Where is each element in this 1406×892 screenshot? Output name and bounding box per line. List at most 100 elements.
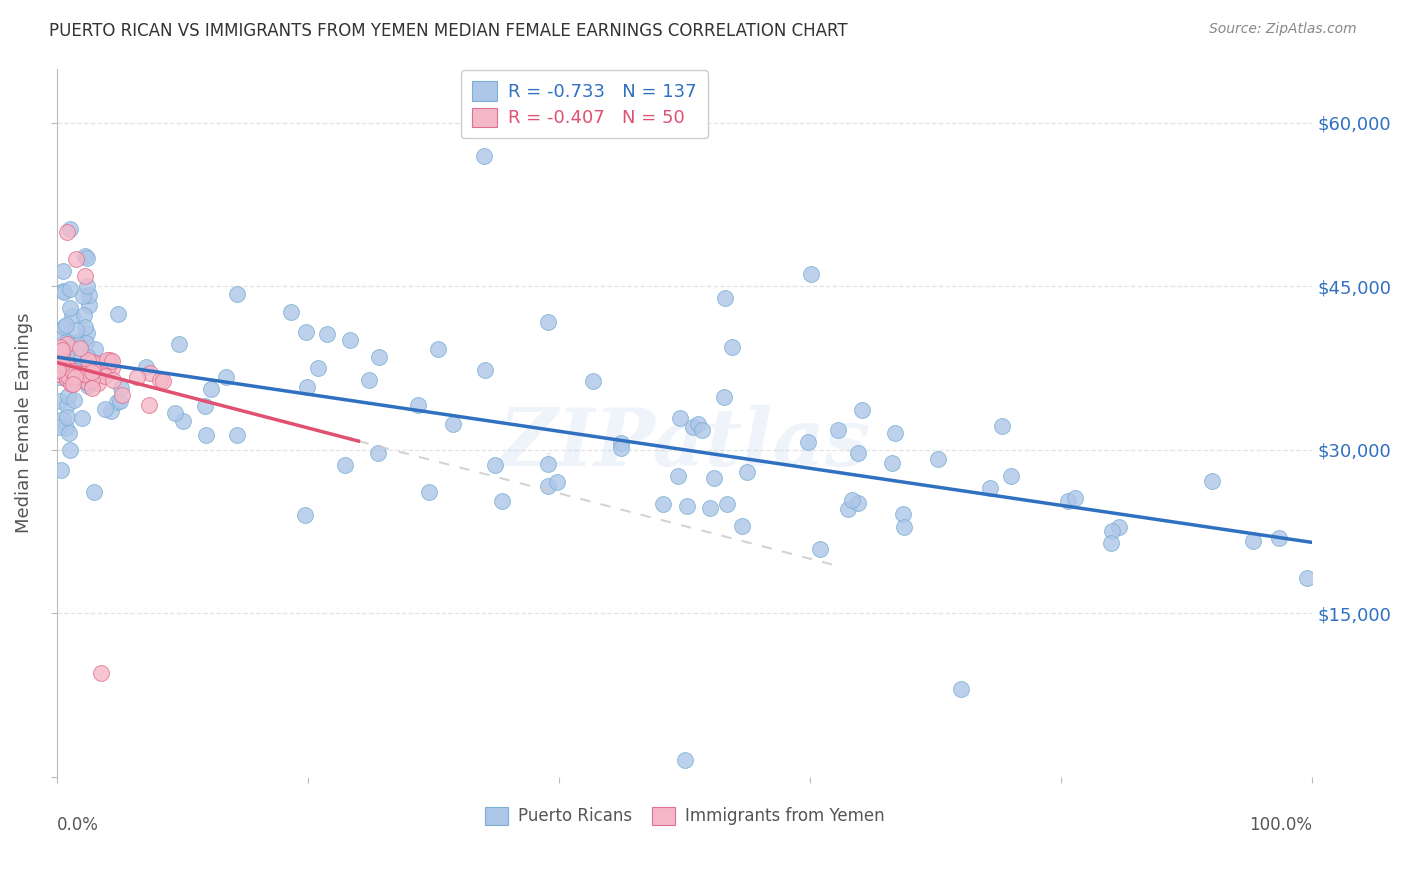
Point	[714, 291, 737, 305]
Point	[77, 288, 100, 302]
Point	[101, 361, 124, 376]
Point	[315, 327, 337, 342]
Point	[56, 389, 79, 403]
Point	[86, 356, 108, 370]
Point	[226, 286, 249, 301]
Point	[73, 249, 96, 263]
Point	[62, 376, 84, 391]
Point	[65, 322, 87, 336]
Point	[76, 251, 98, 265]
Point	[49, 351, 72, 365]
Point	[97, 359, 120, 373]
Point	[172, 414, 194, 428]
Point	[891, 508, 914, 522]
Point	[51, 346, 73, 360]
Point	[339, 333, 361, 347]
Point	[76, 326, 98, 341]
Point	[297, 379, 319, 393]
Point	[652, 497, 675, 511]
Point	[65, 370, 87, 384]
Point	[77, 353, 100, 368]
Point	[56, 225, 79, 239]
Point	[93, 402, 115, 417]
Point	[46, 368, 69, 382]
Point	[59, 301, 82, 316]
Point	[979, 481, 1001, 495]
Point	[1108, 519, 1130, 533]
Point	[841, 493, 863, 508]
Point	[800, 267, 823, 281]
Point	[69, 366, 91, 380]
Point	[51, 412, 73, 426]
Point	[73, 367, 96, 381]
Point	[76, 350, 98, 364]
Point	[735, 465, 758, 479]
Point	[96, 352, 118, 367]
Point	[927, 452, 949, 467]
Point	[537, 315, 560, 329]
Point	[441, 417, 464, 431]
Point	[167, 336, 190, 351]
Point	[546, 475, 568, 490]
Point	[51, 343, 73, 357]
Point	[83, 485, 105, 500]
Point	[48, 367, 70, 381]
Point	[84, 342, 107, 356]
Point	[808, 541, 831, 556]
Point	[949, 682, 972, 697]
Point	[98, 352, 121, 367]
Text: Source: ZipAtlas.com: Source: ZipAtlas.com	[1209, 22, 1357, 37]
Point	[418, 485, 440, 500]
Point	[76, 279, 98, 293]
Point	[94, 368, 117, 383]
Point	[73, 319, 96, 334]
Point	[59, 442, 82, 457]
Point	[335, 458, 357, 472]
Point	[1056, 494, 1078, 508]
Point	[107, 307, 129, 321]
Y-axis label: Median Female Earnings: Median Female Earnings	[15, 312, 32, 533]
Point	[666, 468, 689, 483]
Point	[537, 479, 560, 493]
Point	[56, 372, 79, 386]
Point	[882, 456, 904, 470]
Point	[65, 359, 87, 373]
Point	[87, 376, 110, 391]
Point	[58, 343, 80, 357]
Point	[60, 364, 83, 378]
Point	[797, 434, 820, 449]
Point	[56, 359, 79, 373]
Point	[75, 335, 97, 350]
Point	[77, 378, 100, 392]
Point	[52, 285, 75, 300]
Point	[721, 340, 744, 354]
Point	[474, 363, 496, 377]
Point	[100, 403, 122, 417]
Point	[688, 417, 710, 431]
Point	[56, 337, 79, 351]
Point	[80, 365, 103, 379]
Point	[46, 363, 69, 377]
Point	[713, 390, 735, 404]
Point	[73, 268, 96, 283]
Point	[138, 366, 160, 380]
Point	[66, 337, 89, 351]
Text: 100.0%: 100.0%	[1249, 815, 1312, 833]
Point	[1241, 534, 1264, 549]
Point	[58, 426, 80, 441]
Point	[827, 423, 849, 437]
Point	[690, 423, 713, 437]
Point	[200, 382, 222, 396]
Point	[49, 393, 72, 408]
Point	[308, 361, 330, 376]
Point	[65, 252, 87, 267]
Point	[55, 398, 77, 412]
Point	[80, 373, 103, 387]
Point	[537, 457, 560, 471]
Point	[357, 374, 380, 388]
Point	[69, 368, 91, 382]
Point	[226, 427, 249, 442]
Point	[367, 350, 389, 364]
Point	[69, 334, 91, 349]
Point	[1101, 536, 1123, 550]
